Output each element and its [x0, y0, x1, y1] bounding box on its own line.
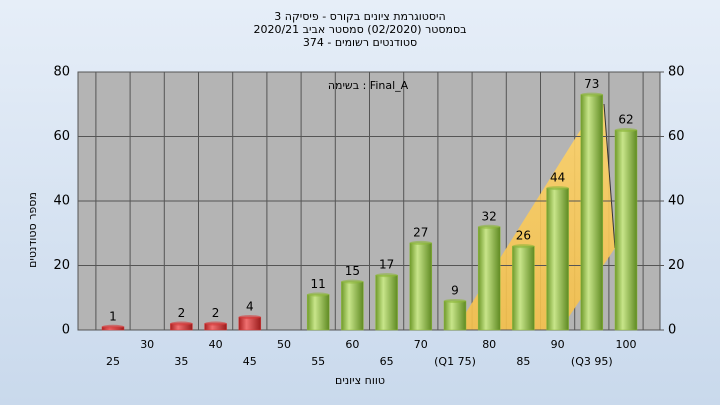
- bar: [580, 94, 604, 331]
- y-tick-label: 60: [53, 129, 70, 144]
- bar-top: [341, 279, 364, 284]
- x-tick-label: 90: [551, 338, 565, 351]
- value-label: 17: [379, 258, 394, 272]
- bar: [614, 129, 638, 331]
- bar-top: [307, 292, 330, 297]
- value-label: 4: [246, 300, 254, 314]
- bar: [546, 187, 569, 331]
- value-label: 62: [618, 113, 633, 127]
- x-tick-label: 65: [380, 355, 394, 368]
- bar-top: [615, 128, 637, 133]
- bar-top: [409, 240, 432, 245]
- x-axis-label: טווח ציונים: [335, 374, 385, 387]
- bar-top: [238, 315, 261, 320]
- value-label: 27: [413, 225, 428, 239]
- value-label: 15: [345, 264, 360, 278]
- value-label: 2: [178, 306, 186, 320]
- bar-top: [375, 273, 398, 278]
- chart-subtitle: בסמסטר (02/2020) סמסטר אביב 2020/21: [253, 23, 466, 36]
- value-label: 1: [109, 309, 117, 323]
- x-tick-label: 50: [277, 338, 291, 351]
- value-label: 73: [584, 77, 599, 91]
- x-tick-label: 80: [482, 338, 496, 351]
- bar-top: [102, 324, 124, 329]
- x-tick-label: 70: [414, 338, 428, 351]
- x-tick-label: 40: [209, 338, 223, 351]
- x-tick-label: (Q1 75): [434, 355, 476, 368]
- value-label: 26: [516, 229, 531, 243]
- bar-top: [478, 224, 501, 229]
- x-tick-label: 100: [616, 338, 637, 351]
- x-tick-label: 25: [106, 355, 120, 368]
- y-axis-label: מספר סטודנטים: [26, 192, 39, 268]
- quartile-line: [603, 103, 616, 249]
- bar-top: [204, 321, 227, 326]
- x-tick-label: 30: [140, 338, 154, 351]
- bar: [341, 281, 364, 331]
- bar-top: [546, 186, 569, 191]
- x-tick-label: 85: [516, 355, 530, 368]
- value-label: 44: [550, 171, 565, 185]
- bar: [375, 274, 398, 331]
- value-label: 32: [482, 209, 497, 223]
- bar: [306, 294, 330, 331]
- y-tick-label: 0: [62, 323, 70, 338]
- bar-top: [444, 298, 466, 303]
- x-tick-label: 45: [243, 355, 257, 368]
- chart-title: היסטוגרמת ציונים בקורס - פיסיקה 3: [274, 10, 445, 23]
- y-tick-label: 20: [53, 258, 70, 273]
- value-label: 11: [311, 277, 326, 291]
- bar-top: [512, 244, 535, 249]
- y2-tick-label: 20: [668, 258, 685, 273]
- y-tick-label: 80: [53, 65, 70, 80]
- bar: [512, 245, 535, 331]
- bar-top: [170, 321, 193, 326]
- x-tick-label: 35: [174, 355, 188, 368]
- x-tick-label: 60: [345, 338, 359, 351]
- y2-tick-label: 0: [668, 323, 676, 338]
- y-tick-label: 40: [53, 194, 70, 209]
- bar-top: [580, 92, 603, 97]
- value-label: 2: [212, 306, 220, 320]
- chart-subtitle: סטודנטים רשומים - 374: [303, 36, 417, 49]
- y2-tick-label: 80: [668, 65, 685, 80]
- x-tick-label: (Q3 95): [571, 355, 613, 368]
- annotation: בשימה : Final_A: [328, 79, 409, 92]
- bar: [477, 226, 501, 331]
- y2-tick-label: 60: [668, 129, 685, 144]
- x-tick-label: 55: [311, 355, 325, 368]
- bar: [409, 242, 433, 331]
- bar: [443, 300, 467, 331]
- value-label: 9: [451, 283, 459, 297]
- y2-tick-label: 40: [668, 194, 685, 209]
